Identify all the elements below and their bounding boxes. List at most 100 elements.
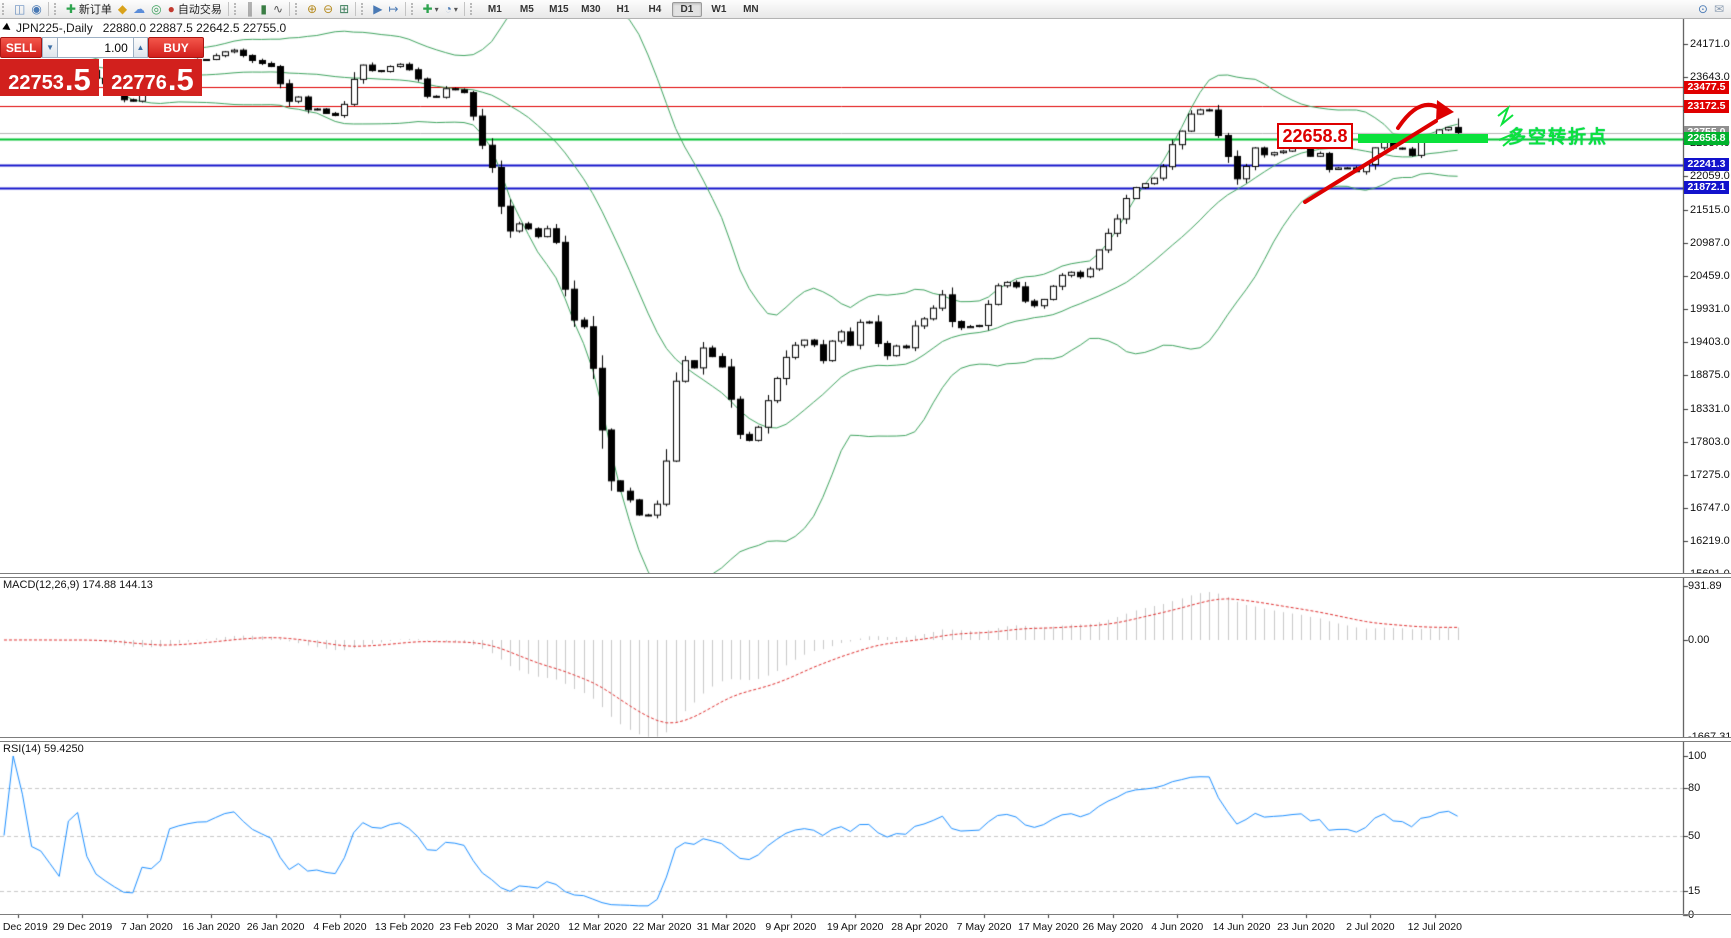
- sell-button[interactable]: SELL: [0, 37, 43, 58]
- date-tick-label[interactable]: 26 Jan 2020: [246, 921, 305, 933]
- price-tick-label[interactable]: 18331.0: [1690, 403, 1730, 415]
- price-tick-label[interactable]: 23643.0: [1690, 71, 1730, 83]
- rsi-scale-label[interactable]: 0: [1688, 909, 1695, 921]
- macd-scale-label[interactable]: 931.89: [1688, 580, 1722, 592]
- toolbar-grip[interactable]: [2, 3, 9, 15]
- price-tick-label[interactable]: 20987.0: [1690, 237, 1730, 249]
- price-tick-label[interactable]: 19403.0: [1690, 336, 1730, 348]
- toolbar-grip[interactable]: [295, 3, 302, 15]
- market-watch-icon[interactable]: ◉: [31, 2, 42, 16]
- zoom-in-icon[interactable]: ⊕: [304, 1, 320, 17]
- zoom-out-icon[interactable]: ⊖: [320, 1, 336, 17]
- price-line-badge[interactable]: 22241.3: [1684, 158, 1729, 172]
- bar-chart-mode-icon[interactable]: ║: [245, 2, 255, 16]
- date-tick-label[interactable]: 31 Mar 2020: [696, 921, 756, 933]
- date-tick-label[interactable]: 13 Feb 2020: [374, 921, 434, 933]
- chevron-down-icon[interactable]: ▾: [434, 4, 439, 14]
- line-chart-mode-icon[interactable]: ∿: [270, 1, 286, 17]
- timeframe-h1[interactable]: H1: [616, 3, 630, 15]
- chat-icon[interactable]: ✉: [1713, 2, 1724, 16]
- mql5-community-icon[interactable]: ☁: [130, 1, 148, 17]
- indicators-icon[interactable]: ✚: [422, 2, 433, 16]
- line-chart-mode-icon[interactable]: ∿: [272, 2, 284, 16]
- date-tick-label[interactable]: 4 Jun 2020: [1151, 921, 1204, 933]
- price-tick-label[interactable]: 18875.0: [1690, 369, 1730, 381]
- timeframe-mn[interactable]: MN: [743, 3, 759, 15]
- search-icon[interactable]: ⊙: [1697, 2, 1708, 16]
- mql5-community-icon[interactable]: ☁: [133, 2, 146, 16]
- price-tick-label[interactable]: 22059.0: [1690, 170, 1730, 182]
- zoom-out-icon[interactable]: ⊖: [323, 2, 334, 16]
- periods-icon[interactable]: ◔: [444, 2, 452, 16]
- price-tick-label[interactable]: 17275.0: [1690, 469, 1730, 481]
- chevron-down-icon[interactable]: ▾: [453, 4, 458, 14]
- price-line-badge[interactable]: 21872.1: [1684, 181, 1729, 195]
- auto-scroll-icon[interactable]: ▶: [370, 1, 385, 17]
- metaeditor-icon[interactable]: ◆: [115, 1, 130, 17]
- rsi-scale-label[interactable]: 100: [1688, 750, 1707, 762]
- price-tick-label[interactable]: 24171.0: [1690, 38, 1730, 50]
- date-tick-label[interactable]: 17 May 2020: [1018, 921, 1079, 933]
- timeframe-m5[interactable]: M5: [519, 3, 534, 15]
- tile-windows-icon[interactable]: ⊞: [336, 1, 352, 17]
- new-order-icon[interactable]: ✚: [65, 2, 76, 16]
- rsi-panel-splitter[interactable]: [0, 737, 1731, 742]
- toolbar-right-group[interactable]: ⊙ ✉: [1695, 1, 1727, 17]
- date-tick-label[interactable]: 9 Apr 2020: [765, 921, 817, 933]
- price-line-badge[interactable]: 23172.5: [1684, 99, 1729, 113]
- date-tick-label[interactable]: 14 Jun 2020: [1212, 921, 1271, 933]
- timeframe-w1[interactable]: W1: [711, 3, 727, 15]
- auto-scroll-icon[interactable]: ▶: [373, 2, 383, 16]
- rsi-scale-label[interactable]: 80: [1688, 781, 1701, 794]
- date-tick-label[interactable]: 4 Feb 2020: [313, 921, 367, 933]
- new-order-icon[interactable]: ✚ 新订单: [63, 1, 115, 17]
- bar-chart-mode-icon[interactable]: ║: [243, 1, 258, 17]
- date-tick-label[interactable]: 7 May 2020: [956, 921, 1012, 933]
- macd-panel-splitter[interactable]: [0, 573, 1731, 578]
- price-tick-label[interactable]: 16747.0: [1690, 502, 1730, 514]
- chart-shift-icon[interactable]: ↦: [385, 1, 401, 17]
- timeframe-h4[interactable]: H4: [648, 3, 662, 15]
- date-tick-label[interactable]: 23 Jun 2020: [1277, 921, 1335, 933]
- toolbar-separator[interactable]: [404, 2, 406, 16]
- market-watch-icon[interactable]: ◉: [28, 1, 44, 17]
- metaeditor-icon[interactable]: ◆: [117, 2, 128, 16]
- toolbar-grip[interactable]: [53, 3, 61, 15]
- autotrading-icon[interactable]: ●: [167, 2, 175, 16]
- autotrading-icon[interactable]: ● 自动交易: [165, 1, 225, 17]
- charts-panel-icon[interactable]: ◫: [11, 1, 28, 17]
- price-tick-label[interactable]: 19931.0: [1690, 303, 1730, 315]
- autotrading-icon-label[interactable]: 自动交易: [177, 4, 222, 16]
- price-line-badge[interactable]: 23477.5: [1684, 80, 1729, 94]
- new-order-icon-label[interactable]: 新订单: [78, 4, 112, 16]
- price-callout-box[interactable]: 22658.8: [1277, 123, 1353, 149]
- date-tick-label[interactable]: 12 Jul 2020: [1407, 921, 1462, 933]
- timeframe-m15[interactable]: M15: [549, 3, 569, 15]
- chat-icon[interactable]: ✉: [1711, 1, 1727, 17]
- volume-increase-button[interactable]: ▲: [132, 37, 149, 58]
- candlestick-mode-icon[interactable]: ▮: [257, 1, 270, 17]
- charts-panel-icon[interactable]: ◫: [14, 2, 26, 16]
- date-tick-label[interactable]: 23 Feb 2020: [439, 921, 499, 933]
- indicators-icon[interactable]: ✚ ▾: [420, 1, 442, 17]
- date-tick-label[interactable]: 19 Apr 2020: [826, 921, 884, 933]
- toolbar-grip[interactable]: [233, 3, 241, 15]
- periods-icon[interactable]: ◔ ▾: [442, 1, 461, 17]
- toolbar-separator[interactable]: [463, 2, 465, 16]
- date-tick-label[interactable]: 29 Dec 2019: [52, 921, 113, 933]
- price-tick-label[interactable]: 16219.0: [1690, 535, 1730, 547]
- price-tick-label[interactable]: 17803.0: [1690, 436, 1730, 448]
- date-tick-label[interactable]: 26 May 2020: [1082, 921, 1144, 933]
- rsi-scale-label[interactable]: 50: [1688, 829, 1701, 842]
- toolbar-separator[interactable]: [227, 2, 229, 16]
- macd-scale-label[interactable]: 0.00: [1688, 634, 1710, 646]
- toolbar-separator[interactable]: [355, 2, 357, 16]
- candlestick-mode-icon[interactable]: ▮: [260, 2, 267, 16]
- price-line-badge[interactable]: 22658.8: [1684, 132, 1729, 145]
- toolbar-grip[interactable]: [469, 3, 477, 15]
- toolbar-separator[interactable]: [47, 2, 49, 16]
- date-tick-label[interactable]: 7 Jan 2020: [120, 921, 173, 933]
- volume-input[interactable]: [57, 37, 133, 58]
- sell-price-display[interactable]: 22753 .5: [0, 59, 99, 96]
